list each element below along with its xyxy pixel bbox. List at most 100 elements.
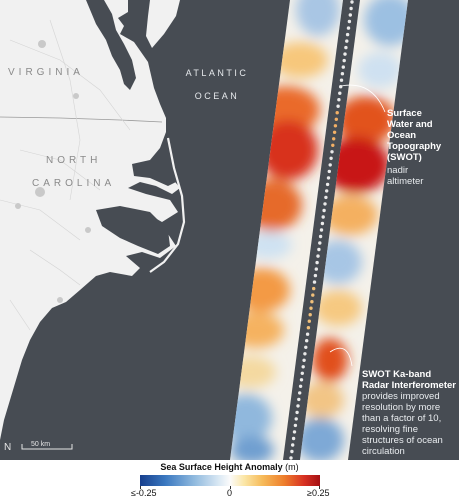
tick-mark-max bbox=[319, 486, 320, 489]
nadir-track-dot bbox=[302, 358, 306, 362]
nadir-track-dot bbox=[318, 234, 323, 239]
nadir-track-dot bbox=[305, 339, 309, 343]
nadir-track-dot bbox=[349, 6, 353, 11]
nadir-track-dot bbox=[328, 163, 332, 167]
scale-bar bbox=[21, 444, 73, 450]
nadir-track-dot bbox=[298, 384, 303, 388]
legend-unit: (m) bbox=[282, 462, 299, 472]
nadir-track-dot bbox=[321, 215, 325, 219]
kaband-callout-line bbox=[329, 347, 353, 367]
nadir-track-dot bbox=[345, 39, 349, 43]
legend: Sea Surface Height Anomaly (m) ≤-0.25 0 … bbox=[0, 460, 459, 501]
nadir-track-dot bbox=[343, 52, 347, 56]
label-virginia: VIRGINIA bbox=[8, 67, 84, 78]
nadir-track-dot bbox=[331, 143, 335, 147]
nadir-track-dot bbox=[325, 189, 329, 193]
tick-mid: 0 bbox=[227, 488, 233, 498]
nadir-track-dot bbox=[335, 111, 339, 115]
nadir-track-dot bbox=[333, 124, 338, 128]
nadir-track-dot bbox=[336, 104, 340, 108]
nadir-track-dot bbox=[312, 286, 316, 291]
nadir-track-dot bbox=[289, 456, 293, 460]
label-north: NORTH bbox=[46, 155, 102, 166]
nadir-track-dot bbox=[317, 247, 321, 252]
nadir-track-dot bbox=[315, 260, 319, 265]
nadir-track-dot bbox=[297, 397, 301, 402]
annotation-kaband-title: SWOT Ka-band Radar Interferometer bbox=[362, 369, 456, 391]
chesapeake-bay bbox=[86, 0, 136, 90]
nadir-track-dot bbox=[319, 228, 324, 232]
delmarva-shore bbox=[146, 0, 180, 48]
nadir-track-dot bbox=[348, 13, 352, 17]
label-ocean: OCEAN bbox=[194, 91, 240, 101]
nadir-track-dot bbox=[337, 98, 341, 102]
nadir-track-dot bbox=[308, 313, 312, 317]
nadir-track-dot bbox=[296, 404, 300, 408]
nadir-track-dot bbox=[292, 430, 297, 434]
nadir-track-dot bbox=[342, 58, 346, 63]
nadir-track-dot bbox=[347, 19, 352, 24]
nadir-track-dot bbox=[303, 352, 307, 356]
nadir-callout-line bbox=[340, 84, 386, 113]
nadir-track-dot bbox=[290, 449, 294, 454]
nadir-track-dot bbox=[307, 319, 311, 323]
annotation-swot-nadir-title: Surface Water and Ocean Topography (SWOT… bbox=[387, 108, 442, 163]
nadir-track-dot bbox=[295, 410, 299, 415]
nadir-track-dot bbox=[344, 45, 348, 50]
land-texture bbox=[0, 19, 131, 331]
nadir-track-dot bbox=[312, 280, 317, 284]
pamlico-sound bbox=[96, 206, 170, 254]
outer-banks bbox=[149, 137, 186, 273]
nadir-track-dot bbox=[320, 221, 325, 226]
nadir-track-dot bbox=[329, 156, 333, 160]
nadir-track-dot bbox=[323, 202, 327, 206]
legend-title: Sea Surface Height Anomaly (m) bbox=[0, 462, 459, 472]
nadir-track-dot bbox=[332, 130, 337, 134]
north-arrow-icon: N bbox=[4, 442, 12, 453]
nadir-track-dot bbox=[330, 150, 334, 154]
nadir-track-dot bbox=[298, 391, 302, 395]
scale-bar-label: 50 km bbox=[31, 441, 51, 448]
tick-max: ≥0.25 bbox=[307, 488, 330, 498]
swot-map bbox=[0, 0, 459, 460]
city-dots bbox=[15, 40, 91, 303]
nadir-track-dot bbox=[309, 306, 313, 310]
nadir-track-dot bbox=[300, 371, 304, 375]
tick-mark-min bbox=[140, 486, 141, 489]
annotation-swot-nadir-sub: nadir altimeter bbox=[387, 165, 424, 187]
nadir-track-dot bbox=[318, 241, 322, 245]
nadir-track-dot bbox=[305, 332, 310, 336]
nadir-track-dot bbox=[311, 293, 315, 297]
nadir-track-dot bbox=[341, 65, 345, 69]
nadir-track-dot bbox=[327, 169, 331, 174]
nadir-track-dot bbox=[345, 32, 350, 37]
nadir-track-dot bbox=[316, 254, 320, 258]
nadir-track-dot bbox=[306, 326, 311, 330]
tick-mark-mid bbox=[230, 486, 231, 489]
label-atlantic: ATLANTIC bbox=[185, 68, 249, 78]
nadir-track-dot bbox=[350, 0, 354, 4]
nadir-track-dot bbox=[332, 137, 336, 141]
nadir-track-dot bbox=[326, 176, 331, 180]
nadir-track-dot bbox=[310, 300, 314, 304]
nadir-track-dot bbox=[322, 208, 326, 213]
state-border bbox=[0, 116, 163, 123]
nadir-track-dot bbox=[301, 365, 305, 369]
nadir-track-dot bbox=[291, 443, 295, 447]
nadir-track-dot bbox=[324, 195, 328, 200]
nadir-track-dot bbox=[334, 117, 338, 122]
nadir-track-dot bbox=[304, 345, 308, 349]
annotation-kaband-sub: provides improved resolution by more tha… bbox=[362, 391, 443, 457]
nadir-track-dot bbox=[340, 72, 345, 76]
nadir-track bbox=[289, 0, 354, 460]
nadir-track-dot bbox=[294, 417, 298, 421]
nadir-track-dot bbox=[291, 436, 296, 441]
colorbar bbox=[140, 475, 320, 486]
nadir-track-dot bbox=[346, 26, 351, 30]
nadir-track-dot bbox=[338, 91, 342, 95]
nadir-track-dot bbox=[325, 182, 330, 187]
label-carolina: CAROLINA bbox=[32, 178, 116, 189]
albemarle-sound bbox=[132, 160, 176, 186]
nadir-track-dot bbox=[313, 273, 318, 278]
